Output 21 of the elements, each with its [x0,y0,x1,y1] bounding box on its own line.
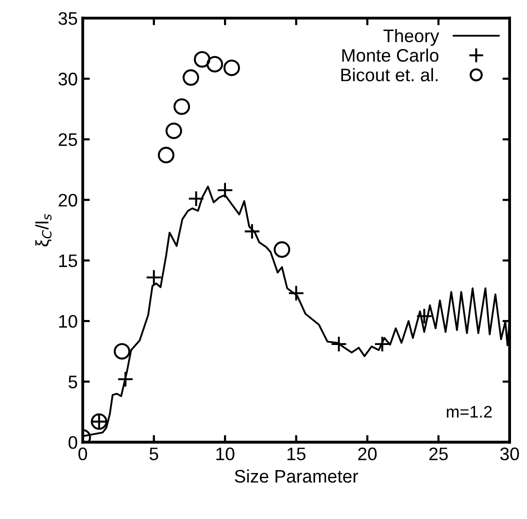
y-tick-label: 5 [68,376,78,388]
legend-label: Theory [383,29,440,46]
x-tick-label: 5 [150,448,158,460]
annotation: m=1.2 [446,406,492,418]
y-tick-label: 35 [58,12,78,25]
legend-label: Bicout et. al. [341,68,438,82]
x-tick-label: 20 [358,448,377,460]
y-tick-label: 0 [68,436,78,449]
x-tick-label: 10 [216,448,234,460]
x-tick-label: 25 [429,448,448,460]
y-axis-title: ξ$_{C}$/l$_{s}$ [35,214,52,246]
x-tick-label: 30 [500,448,519,460]
y-tick-label: 20 [58,194,78,207]
y-tick-label: 15 [59,254,78,268]
y-tick-label: 10 [59,314,78,328]
x-tick-label: 0 [78,448,88,460]
x-axis-title: Size Parameter [234,469,358,483]
y-tick-label: 30 [58,72,78,86]
y-tick-label: 25 [58,133,78,146]
legend-label: Monte Carlo [342,48,438,62]
x-tick-label: 15 [288,448,306,460]
